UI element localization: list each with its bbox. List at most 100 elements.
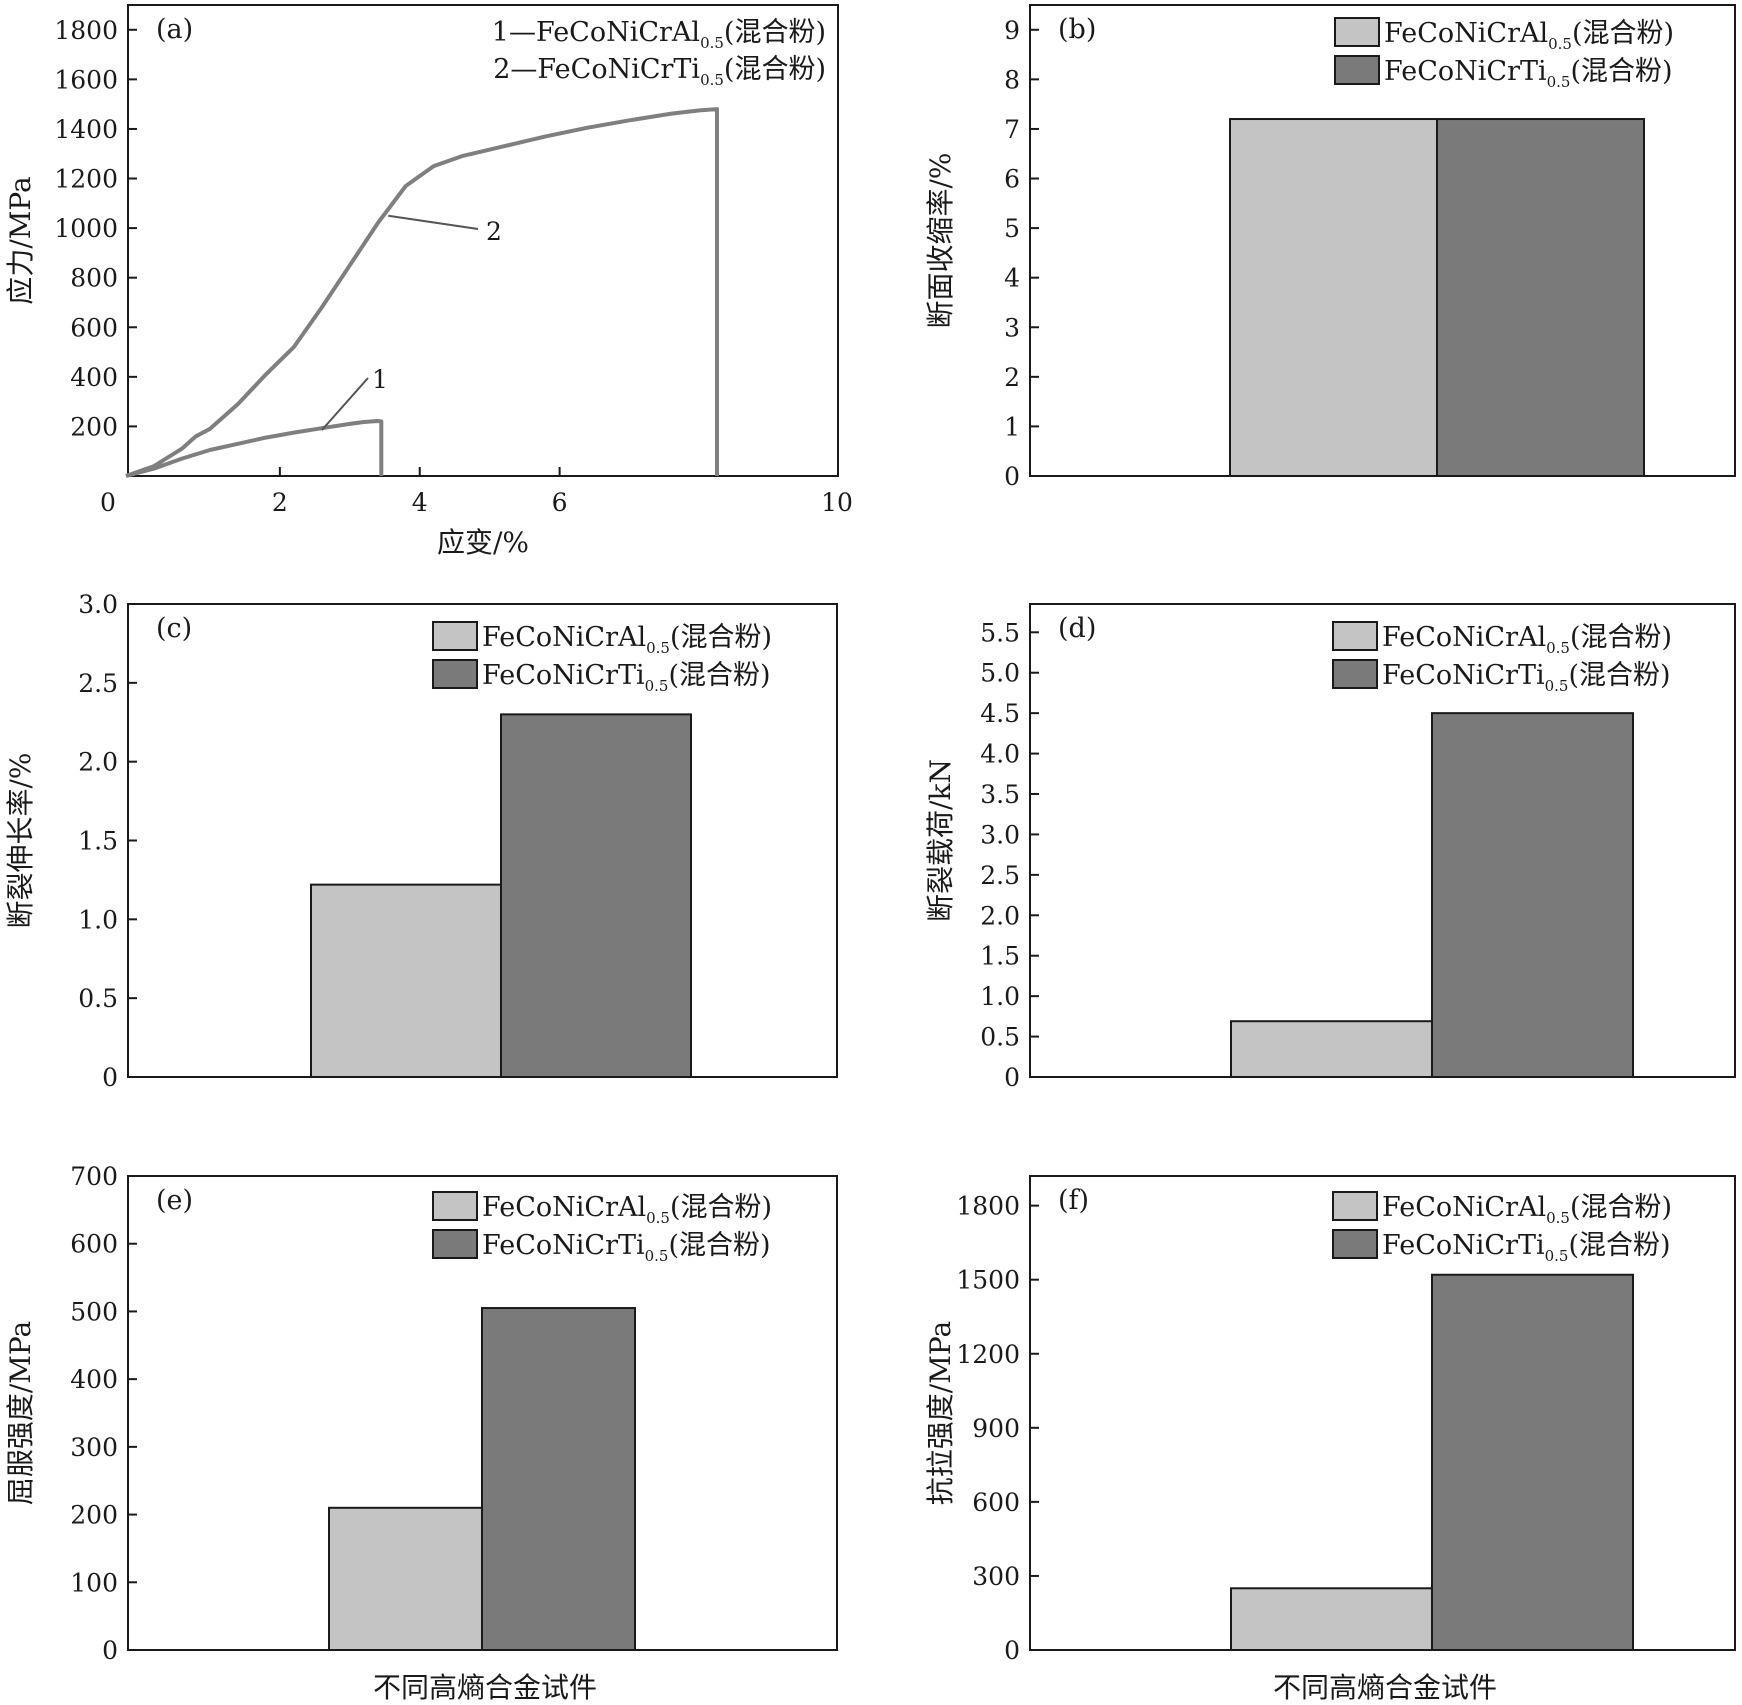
legend-swatch-1 [432,1191,478,1221]
panel-a: 200 400 600 800 1000 1200 1400 1600 1800 应力/MPa (a… [4,4,853,559]
annotation-label-1: 1 [372,365,388,394]
x-axis-label: 应变/% [437,526,529,559]
y-axis-label: 屈服强度/MPa [4,1321,37,1505]
y-tick-label: 9 [1004,16,1020,45]
y-tick-label: 1.0 [78,905,118,934]
bar-2 [1436,118,1645,477]
y-tick-label: 2 [1004,363,1020,392]
legend-entry-2: FeCoNiCrTi0.5(混合粉) [1382,1230,1671,1265]
annotation-leader-2 [388,214,479,230]
y-tick-label: 600 [70,313,118,342]
legend-entry-1: FeCoNiCrAl0.5(混合粉) [1382,1192,1672,1227]
y-tick-label: 0.5 [78,984,118,1013]
bar-1 [1230,1020,1433,1079]
y-tick-label: 2.0 [980,901,1020,930]
shared-xlabel-right: 不同高熵合金试件 [1273,1671,1497,1704]
y-tick-label: 600 [70,1230,118,1259]
x-tick-label: 0 [100,488,116,517]
bar-2 [481,1307,636,1651]
y-tick-label: 1.5 [980,942,1020,971]
legend-swatch-1 [1332,1191,1378,1221]
legend-swatch-2 [432,659,478,689]
y-tick-label: 1200 [54,165,118,194]
panel-c: 0 0.5 1.0 1.5 2.0 2.5 3.0 断裂伸长率/% (c) FeCoNiCrAl0… [4,590,838,1092]
y-tick-label: 0 [102,1636,118,1665]
bar-1 [1229,118,1438,477]
y-tick-label: 500 [70,1297,118,1326]
panel-f: 0 300 600 900 1200 1500 1800 抗拉强度/MPa (f) FeCoNiC… [924,1175,1736,1665]
y-tick-label: 8 [1004,65,1020,94]
bar-1 [328,1506,483,1652]
y-tick-label: 1800 [54,16,118,45]
panel-label: (f) [1058,1185,1089,1216]
panel-label: (c) [156,613,192,644]
bar-1 [1230,1587,1433,1651]
y-tick-label: 5 [1004,214,1020,243]
x-tick-label: 6 [552,488,568,517]
legend-swatch-2 [1334,55,1380,85]
y-tick-label: 0 [1004,1636,1020,1665]
legend-entry-1: FeCoNiCrAl0.5(混合粉) [1382,622,1672,657]
y-tick-label: 400 [70,1365,118,1394]
y-tick-label: 700 [70,1162,118,1191]
legend-entry-2: FeCoNiCrTi0.5(混合粉) [1384,56,1673,91]
legend-entry-1: FeCoNiCrAl0.5(混合粉) [482,622,772,657]
y-axis-label: 断面收缩率/% [924,152,957,328]
legend-swatch-1 [1334,17,1380,47]
series-line-1 [125,419,384,478]
annotation-leader-1 [321,377,369,431]
y-tick-label: 2.5 [980,861,1020,890]
legend-entry-2: FeCoNiCrTi0.5(混合粉) [482,1230,771,1265]
y-tick-label: 3.0 [78,590,118,619]
legend-swatch-2 [432,1229,478,1259]
y-tick-label: 1.5 [78,827,118,856]
panel-b: 0 1 2 3 4 5 6 7 8 9 断面收缩率/% (b) FeCoNiCrAl0.5(混合粉)Fe… [924,4,1736,491]
panel-label: (a) [156,14,193,45]
legend-entry-1: 1—FeCoNiCrAl0.5(混合粉) [492,17,826,52]
x-tick-label: 10 [821,488,853,517]
y-tick-label: 1800 [956,1192,1020,1221]
y-tick-label: 2.0 [78,748,118,777]
legend-swatch-2 [1332,659,1378,689]
bar-2 [1431,712,1634,1079]
plot-frame [127,4,839,477]
legend-entry-2: FeCoNiCrTi0.5(混合粉) [1382,660,1671,695]
y-tick-label: 4.0 [980,740,1020,769]
y-tick-label: 2.5 [78,669,118,698]
panel-d: 0 0.5 1.0 1.5 2.0 2.5 3.0 3.5 4.0 4.5 5.0 5.5 断裂载荷/k… [924,603,1736,1092]
legend-entry-1: FeCoNiCrAl0.5(混合粉) [482,1192,772,1227]
legend-entry-2: FeCoNiCrTi0.5(混合粉) [482,660,771,695]
y-tick-label: 1000 [54,214,118,243]
shared-xlabel-left: 不同高熵合金试件 [373,1671,597,1704]
y-tick-label: 100 [70,1568,118,1597]
legend-entry-2: 2—FeCoNiCrTi0.5(混合粉) [493,54,826,89]
panel-label: (e) [156,1185,193,1216]
y-tick-label: 0 [1004,1063,1020,1092]
y-tick-label: 1200 [956,1340,1020,1369]
y-tick-label: 5.5 [980,618,1020,647]
y-axis-label: 断裂伸长率/% [4,752,37,928]
y-tick-label: 0 [1004,462,1020,491]
y-tick-label: 0.5 [980,1023,1020,1052]
y-tick-label: 1 [1004,412,1020,441]
series-line-2 [125,107,719,478]
y-tick-label: 300 [972,1562,1020,1591]
y-tick-label: 400 [70,363,118,392]
y-tick-label: 3.0 [980,820,1020,849]
y-tick-label: 1600 [54,65,118,94]
bar-2 [500,713,692,1078]
y-tick-label: 900 [972,1414,1020,1443]
y-tick-label: 5.0 [980,659,1020,688]
y-tick-label: 6 [1004,165,1020,194]
legend-entry-1: FeCoNiCrAl0.5(混合粉) [1384,18,1674,53]
panel-e: 0 100 200 300 400 500 600 700 屈服强度/MPa (e) FeCoNiC… [4,1162,838,1665]
y-tick-label: 3.5 [980,780,1020,809]
panel-label: (b) [1058,14,1096,45]
y-axis-label: 抗拉强度/MPa [924,1321,957,1505]
y-axis-label: 断裂载荷/kN [924,759,957,922]
x-tick-label: 2 [272,488,288,517]
y-tick-label: 600 [972,1488,1020,1517]
y-tick-label: 0 [102,1063,118,1092]
annotation-label-2: 2 [486,217,502,246]
y-tick-label: 300 [70,1433,118,1462]
